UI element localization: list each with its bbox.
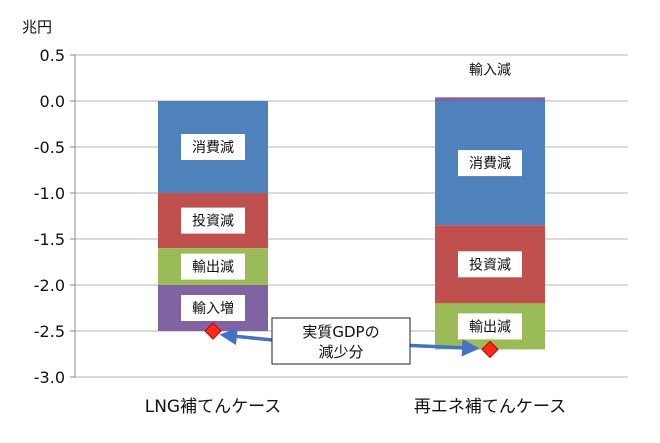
- callout-text: 実質GDPの: [302, 323, 379, 341]
- segment-label-text: 輸入減: [469, 61, 511, 78]
- y-axis: 0.5 0.0 -0.5 -1.0 -1.5 -2.0 -2.5 -3.0: [34, 46, 76, 387]
- segment-label-text: 投資減: [469, 256, 511, 273]
- segment-label-text: 輸入増: [192, 301, 234, 317]
- segment-label-box: [181, 295, 245, 321]
- y-tick-label: -0.5: [34, 138, 65, 157]
- segment-label-text: 輸出減: [469, 318, 511, 335]
- segment-label-text: 投資減: [192, 213, 234, 230]
- gdp-decline-marker: [481, 340, 499, 359]
- x-category-label: LNG補てんケース: [145, 397, 282, 417]
- segment-label-text: 消費減: [192, 139, 234, 156]
- gdp-decline-marker: [204, 322, 222, 340]
- bar-segment: [435, 97, 545, 101]
- x-axis: LNG補てんケース 再エネ補てんケース: [145, 397, 566, 417]
- segment-label: 輸入増: [181, 295, 245, 321]
- y-tick-label: -2.0: [34, 276, 65, 295]
- y-tick-label: -1.0: [34, 184, 65, 203]
- y-tick-label: -2.5: [34, 322, 65, 341]
- y-unit-label: 兆円: [22, 18, 52, 36]
- segment-label-box: [458, 150, 522, 177]
- segment-label-text: 消費減: [469, 155, 511, 172]
- segment-label: 消費減: [458, 150, 522, 177]
- segment-label: 輸出減: [458, 313, 522, 340]
- x-category-label: 再エネ補てんケース: [414, 397, 566, 417]
- callout-text: 減少分: [318, 343, 363, 361]
- y-tick-label: -3.0: [34, 368, 65, 387]
- callout-box: [271, 317, 411, 365]
- y-tick-label: 0.5: [40, 46, 65, 65]
- segment-label: 投資減: [181, 207, 245, 234]
- segment-label-box: [181, 207, 245, 234]
- segment-label: 輸入減: [469, 61, 511, 78]
- gdp-markers: [204, 322, 499, 359]
- segment-label-text: 輸出減: [192, 259, 234, 276]
- segment-label: 消費減: [181, 134, 245, 160]
- segment-label-box: [181, 134, 245, 160]
- segment-label-box: [458, 251, 522, 278]
- y-tick-label: -1.5: [34, 230, 65, 249]
- segment-label-box: [181, 253, 245, 280]
- segment-label: 投資減: [458, 251, 522, 278]
- segment-label-box: [458, 313, 522, 340]
- callout-arrow: [399, 339, 480, 357]
- segment-label: 輸出減: [181, 253, 245, 280]
- y-tick-label: 0.0: [40, 92, 65, 111]
